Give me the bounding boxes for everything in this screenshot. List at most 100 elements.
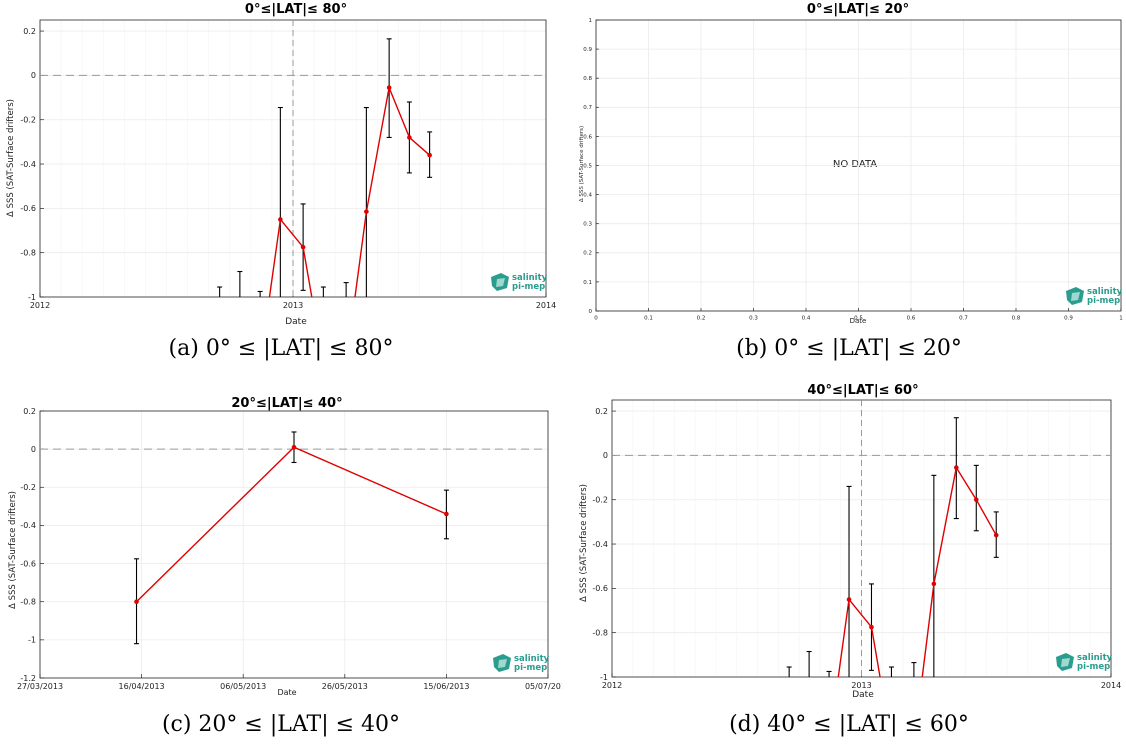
series-line xyxy=(268,85,431,297)
x-axis-label: Date xyxy=(852,690,874,700)
plot-area: -1.2 -1 -0.8 -0.6 -0.4 -0.2 0 0.2 27/03/2013 16/0… xyxy=(17,407,562,691)
chart-panel-d: 40°≤|LAT|≤ 60° Date Δ SSS (SAT-Surface d… xyxy=(579,383,1121,700)
y-tick-label: -0.6 xyxy=(20,204,36,213)
plot-area: -1 -0.8 -0.6 -0.4 -0.2 0 0.2 2012 2013 2014 salini… xyxy=(20,19,556,310)
x-tick-label: 0.4 xyxy=(802,316,811,322)
x-tick-label: 0.3 xyxy=(749,316,758,322)
y-tick-label: -0.2 xyxy=(592,496,608,505)
chart-title: 0°≤|LAT|≤ 80° xyxy=(245,2,347,17)
data-layer xyxy=(217,38,433,297)
logo-text-line1: salinity xyxy=(1087,287,1123,297)
error-bar xyxy=(888,666,894,677)
y-tick-label: 0.2 xyxy=(23,407,36,416)
data-point xyxy=(993,532,999,538)
y-tick-label: 0.1 xyxy=(583,280,592,286)
data-point xyxy=(278,217,283,222)
no-data-label: NO DATA xyxy=(833,159,877,170)
x-tick-label: 2014 xyxy=(536,301,556,310)
logo-icon-highlight xyxy=(498,659,507,668)
y-tick-label: 0 xyxy=(31,71,36,80)
y-tick-label: 0 xyxy=(603,451,608,460)
caption-a: (a) 0° ≤ |LAT| ≤ 80° xyxy=(168,336,394,361)
y-tick-label: -0.4 xyxy=(20,521,36,530)
y-tick-label: -1 xyxy=(28,636,36,645)
y-tick-label: -0.6 xyxy=(20,559,36,568)
x-axis-label: Date xyxy=(285,317,307,327)
series-line xyxy=(837,465,997,677)
logo-text-line1: salinity xyxy=(1077,653,1113,663)
x-axis-label: Date xyxy=(277,688,296,697)
error-bar xyxy=(217,286,223,297)
logo-icon-highlight xyxy=(1061,658,1070,667)
chart-panel-b: 0°≤|LAT|≤ 20° Date Δ SSS (SAT-Surface dr… xyxy=(579,2,1123,325)
logo-text-line1: salinity xyxy=(514,654,550,664)
chart-title: 0°≤|LAT|≤ 20° xyxy=(807,2,909,17)
x-tick-label: 2013 xyxy=(851,681,871,690)
y-tick-label: -1 xyxy=(28,293,36,302)
error-bar xyxy=(363,106,369,297)
x-tick-label: 2013 xyxy=(283,301,303,310)
y-tick-label: 1 xyxy=(589,18,593,24)
y-axis-label: Δ SSS (SAT-Surface drifters) xyxy=(6,99,16,217)
y-tick-label: -0.6 xyxy=(592,584,608,593)
x-tick-label: 0.1 xyxy=(644,316,653,322)
logo-icon-highlight xyxy=(496,278,505,287)
error-bar xyxy=(846,485,852,677)
error-bar xyxy=(320,286,326,297)
data-point xyxy=(846,597,852,602)
x-tick-label: 1 xyxy=(1119,316,1123,322)
y-tick-label: -0.4 xyxy=(592,540,608,549)
data-point xyxy=(407,135,412,140)
y-axis-label: Δ SSS (SAT-Surface drifters) xyxy=(8,491,18,609)
y-tick-label: 0.2 xyxy=(583,251,592,257)
data-point xyxy=(973,497,979,503)
logo-text-line2: pi-mep xyxy=(1077,662,1110,672)
data-point xyxy=(869,624,874,630)
x-tick-label: 0.6 xyxy=(907,316,916,322)
y-tick-label: -0.2 xyxy=(20,116,36,125)
y-axis-label: Δ SSS (SAT-Surface drifters) xyxy=(579,484,589,602)
data-point xyxy=(954,465,959,470)
y-tick-label: 0.7 xyxy=(583,105,592,111)
data-layer xyxy=(786,417,999,677)
plot-frame xyxy=(39,410,549,679)
y-tick-label: 0.5 xyxy=(583,163,592,169)
caption-c: (c) 20° ≤ |LAT| ≤ 40° xyxy=(161,712,401,737)
x-tick-label: 0.5 xyxy=(854,316,863,322)
error-bar xyxy=(257,290,263,297)
x-tick-label: 26/05/2013 xyxy=(322,682,368,691)
x-tick-label: 0.2 xyxy=(697,316,706,322)
x-tick-label: 0.9 xyxy=(1064,316,1073,322)
y-tick-label: 0.9 xyxy=(583,47,592,53)
data-point xyxy=(427,152,432,158)
x-tick-label: 2012 xyxy=(30,301,50,310)
logo-text-line2: pi-mep xyxy=(512,282,545,292)
logo-text-line2: pi-mep xyxy=(1087,296,1120,306)
x-tick-label: 16/04/2013 xyxy=(119,682,165,691)
y-tick-label: -0.8 xyxy=(592,628,608,637)
data-point xyxy=(300,244,306,250)
chart-panel-c: 20°≤|LAT|≤ 40° Date Δ SSS (SAT-Surface d… xyxy=(8,396,562,697)
x-tick-label: 27/03/2013 xyxy=(17,682,63,691)
data-point xyxy=(134,599,139,605)
error-bar xyxy=(237,270,243,297)
axis-ticks: 0 0.1 0.2 0.3 0.4 0.5 0.6 0.7 0.8 0.9 1 0 0.1 0.2 0.3 0… xyxy=(583,18,1123,322)
x-tick-label: 0 xyxy=(594,316,598,322)
error-bar xyxy=(911,662,917,677)
y-tick-label: -1.2 xyxy=(20,674,36,683)
x-tick-label: 0.8 xyxy=(1012,316,1021,322)
error-bar xyxy=(826,670,832,677)
plot-area: -1 -0.8 -0.6 -0.4 -0.2 0 0.2 2012 2013 2014 salini… xyxy=(592,399,1121,690)
x-tick-label: 15/06/2013 xyxy=(423,682,469,691)
y-tick-label: 0 xyxy=(589,309,593,315)
axis-ticks: -1.2 -1 -0.8 -0.6 -0.4 -0.2 0 0.2 27/03/2013 16/0… xyxy=(17,407,562,691)
y-tick-label: -0.8 xyxy=(20,248,36,257)
y-tick-label: -1 xyxy=(600,673,608,682)
logo-text-line2: pi-mep xyxy=(514,663,547,673)
y-tick-label: 0.2 xyxy=(595,407,608,416)
axis-ticks: -1 -0.8 -0.6 -0.4 -0.2 0 0.2 2012 2013 2014 xyxy=(20,27,556,310)
error-bar xyxy=(931,474,937,677)
